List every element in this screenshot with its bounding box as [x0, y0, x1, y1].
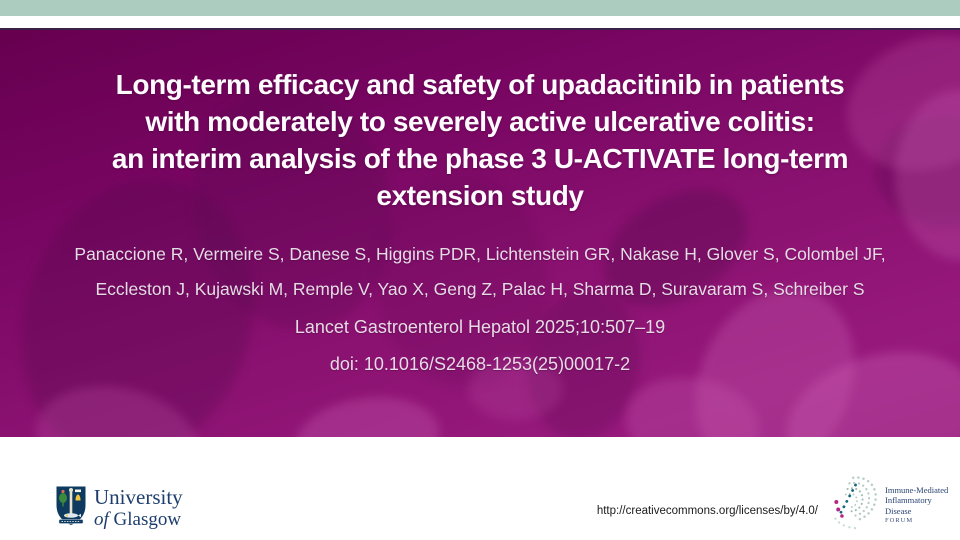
license-url[interactable]: http://creativecommons.org/licenses/by/4… [596, 505, 818, 517]
university-of-glasgow-logo: University of Glasgow [55, 485, 183, 532]
doi-text: doi: 10.1016/S2468-1253(25)00017-2 [329, 354, 631, 374]
glasgow-logo-text: University of Glasgow [94, 484, 183, 531]
imid-logo-forum: FORUM [885, 517, 914, 525]
background-blob [289, 388, 446, 437]
glasgow-crest-icon [55, 485, 87, 532]
author-list: Panaccione R, Vermeire S, Danese S, Higg… [74, 244, 886, 299]
imid-logo-name: Immune-Mediated Inflammatory Disease [885, 484, 949, 516]
imid-globe-icon [827, 472, 883, 537]
background-blob [468, 358, 563, 420]
journal-citation: Lancet Gastroenterol Hepatol 2025;10:507… [294, 317, 666, 337]
title-panel: Long-term efficacy and safety of upadaci… [0, 28, 960, 437]
glasgow-logo-line2: of Glasgow [94, 508, 182, 530]
glasgow-logo-line1: University [94, 484, 183, 509]
imid-logo-text: Immune-Mediated Inflammatory Disease FOR… [885, 485, 960, 525]
slide-title: Long-term efficacy and safety of upadaci… [111, 69, 849, 211]
imid-forum-logo: Immune-Mediated Inflammatory Disease FOR… [827, 472, 960, 537]
top-accent-bar [0, 0, 960, 16]
